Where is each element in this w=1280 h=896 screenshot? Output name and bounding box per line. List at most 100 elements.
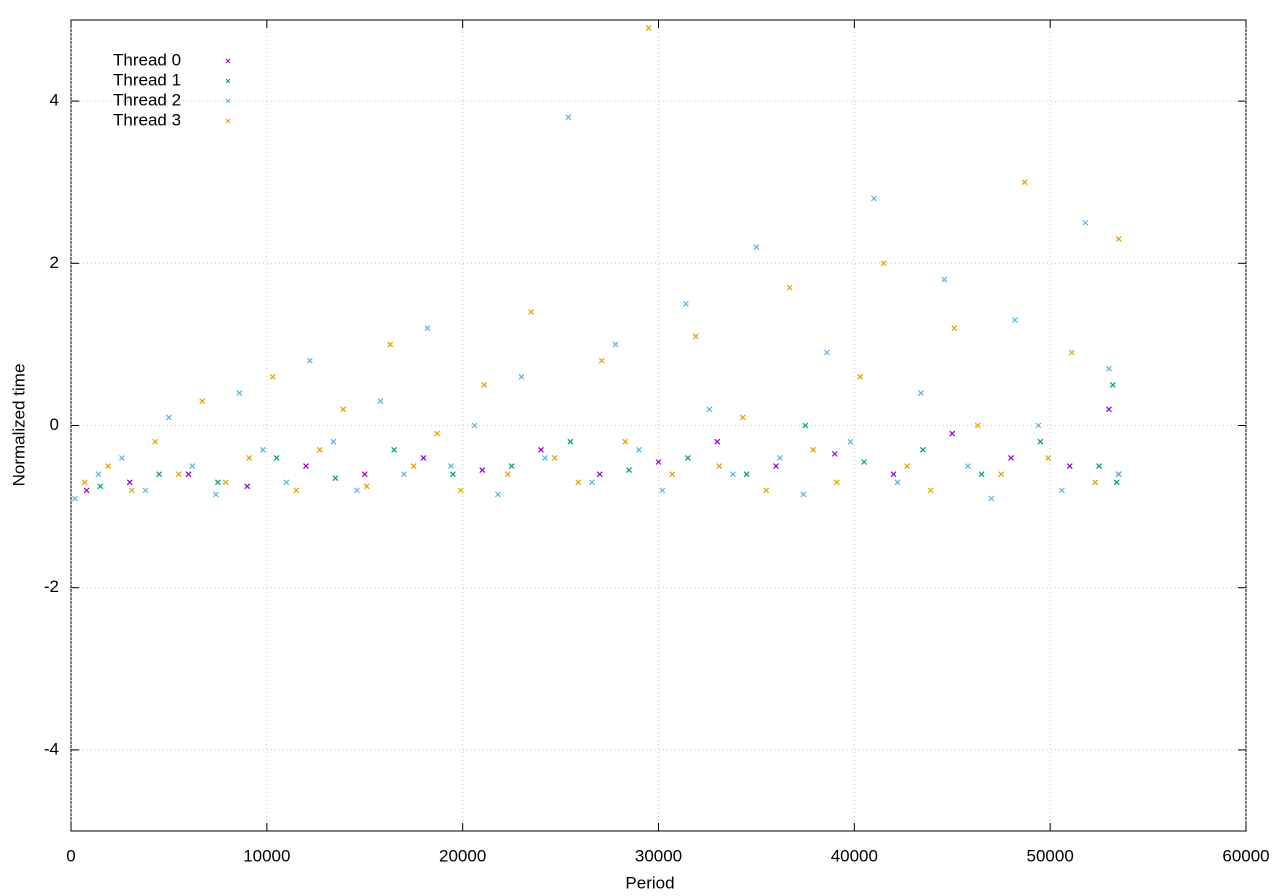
data-point bbox=[692, 333, 699, 340]
data-point bbox=[655, 459, 662, 465]
data-point bbox=[831, 450, 838, 457]
data-point bbox=[1105, 406, 1112, 413]
data-point bbox=[743, 471, 750, 478]
data-point bbox=[927, 487, 934, 494]
data-point bbox=[684, 455, 691, 461]
data-point bbox=[316, 446, 323, 453]
data-point bbox=[890, 471, 897, 478]
data-point bbox=[83, 487, 90, 494]
data-point bbox=[919, 446, 926, 453]
data-point bbox=[739, 414, 746, 421]
x-tick-label: 50000 bbox=[1027, 846, 1074, 865]
data-point bbox=[588, 479, 595, 486]
data-point bbox=[293, 487, 300, 494]
data-point bbox=[626, 467, 633, 474]
data-point bbox=[659, 487, 666, 494]
data-point bbox=[81, 479, 88, 486]
data-point bbox=[773, 463, 779, 469]
data-point bbox=[776, 455, 783, 461]
data-point bbox=[471, 422, 478, 429]
data-point bbox=[870, 195, 877, 202]
y-axis-label: Normalized time bbox=[9, 364, 28, 487]
data-point bbox=[269, 373, 276, 380]
data-point bbox=[1008, 455, 1014, 461]
data-point bbox=[635, 446, 642, 453]
data-point bbox=[332, 475, 339, 482]
y-tick-label: -4 bbox=[44, 739, 59, 758]
data-point bbox=[1115, 236, 1122, 242]
data-point bbox=[575, 479, 582, 486]
data-point bbox=[714, 438, 721, 445]
data-point bbox=[565, 114, 572, 121]
data-point bbox=[236, 390, 243, 396]
data-point bbox=[518, 373, 525, 380]
data-point bbox=[391, 446, 398, 453]
data-point bbox=[1058, 487, 1065, 494]
data-point bbox=[1035, 422, 1042, 429]
data-point bbox=[273, 455, 280, 461]
legend-swatch bbox=[225, 118, 231, 124]
data-point bbox=[303, 463, 309, 469]
data-point bbox=[1096, 463, 1103, 469]
data-point bbox=[598, 357, 605, 364]
y-tick-label: 2 bbox=[50, 253, 59, 272]
data-point bbox=[165, 414, 172, 421]
data-point bbox=[949, 430, 956, 437]
x-tick-label: 10000 bbox=[243, 846, 290, 865]
data-point bbox=[998, 471, 1005, 478]
legend-label: Thread 1 bbox=[113, 70, 181, 89]
data-point bbox=[596, 471, 603, 478]
data-point bbox=[1021, 179, 1028, 186]
legend-label: Thread 0 bbox=[113, 50, 181, 69]
data-point bbox=[353, 487, 360, 494]
data-point bbox=[964, 463, 971, 469]
data-point bbox=[387, 341, 394, 348]
data-point bbox=[1045, 455, 1052, 461]
data-point bbox=[706, 406, 713, 413]
data-point bbox=[1037, 438, 1044, 445]
data-point bbox=[978, 471, 985, 478]
data-point bbox=[951, 325, 958, 332]
data-point bbox=[1011, 317, 1018, 323]
data-point bbox=[420, 455, 427, 461]
data-point bbox=[199, 398, 206, 405]
data-point bbox=[753, 244, 760, 251]
data-point bbox=[541, 455, 548, 461]
data-point bbox=[118, 455, 125, 461]
data-point bbox=[212, 491, 219, 498]
data-point bbox=[861, 459, 868, 465]
data-point bbox=[551, 455, 558, 461]
data-point bbox=[847, 438, 854, 445]
x-tick-label: 30000 bbox=[635, 846, 682, 865]
data-point bbox=[244, 483, 251, 490]
data-point bbox=[283, 479, 290, 486]
x-tick-label: 0 bbox=[66, 846, 75, 865]
data-point bbox=[729, 471, 736, 478]
x-tick-label: 60000 bbox=[1222, 846, 1269, 865]
legend-swatch bbox=[225, 98, 231, 104]
data-point bbox=[567, 438, 574, 445]
data-point bbox=[857, 373, 864, 380]
data-point bbox=[330, 438, 337, 445]
data-point bbox=[880, 260, 887, 267]
data-point bbox=[894, 479, 901, 486]
legend-swatch bbox=[225, 58, 231, 64]
data-point bbox=[189, 463, 196, 469]
x-axis-label: Period bbox=[625, 873, 674, 892]
data-point bbox=[1109, 382, 1116, 388]
data-point bbox=[479, 467, 486, 474]
data-point bbox=[214, 479, 221, 486]
data-point bbox=[833, 479, 840, 486]
data-point bbox=[494, 491, 501, 498]
data-point bbox=[974, 422, 981, 429]
data-point bbox=[904, 463, 911, 469]
data-point bbox=[941, 276, 948, 283]
data-point bbox=[786, 284, 793, 291]
data-point bbox=[645, 25, 652, 32]
data-point bbox=[457, 487, 464, 494]
data-point bbox=[917, 390, 924, 396]
data-point bbox=[142, 487, 149, 494]
data-point bbox=[447, 463, 454, 469]
data-point bbox=[1066, 463, 1073, 469]
